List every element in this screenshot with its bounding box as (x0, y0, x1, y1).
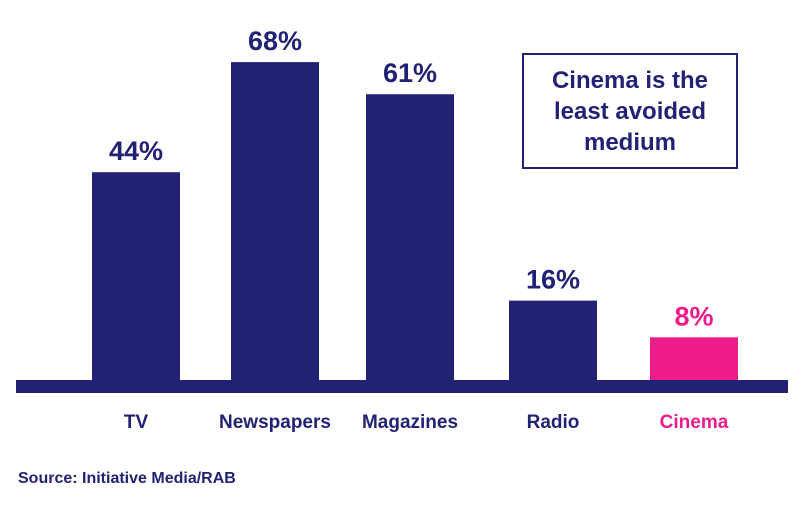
bar-radio (509, 300, 597, 380)
annotation-box: Cinema is the least avoided medium (522, 53, 738, 169)
source-note: Source: Initiative Media/RAB (18, 470, 236, 487)
x-axis-baseline (16, 380, 788, 393)
bar-newspapers (231, 62, 319, 381)
value-label-newspapers: 68% (248, 26, 302, 56)
bar-tv (92, 172, 180, 380)
tick-label-magazines: Magazines (362, 412, 458, 433)
tick-label-cinema: Cinema (660, 412, 729, 433)
tick-label-tv: TV (124, 412, 149, 433)
bar-cinema (650, 337, 738, 380)
value-label-tv: 44% (109, 136, 163, 166)
tick-label-newspapers: Newspapers (219, 412, 331, 433)
value-label-cinema: 8% (674, 301, 713, 331)
tick-label-radio: Radio (527, 412, 580, 433)
value-label-radio: 16% (526, 265, 580, 295)
bar-magazines (366, 94, 454, 381)
value-label-magazines: 61% (383, 58, 437, 88)
